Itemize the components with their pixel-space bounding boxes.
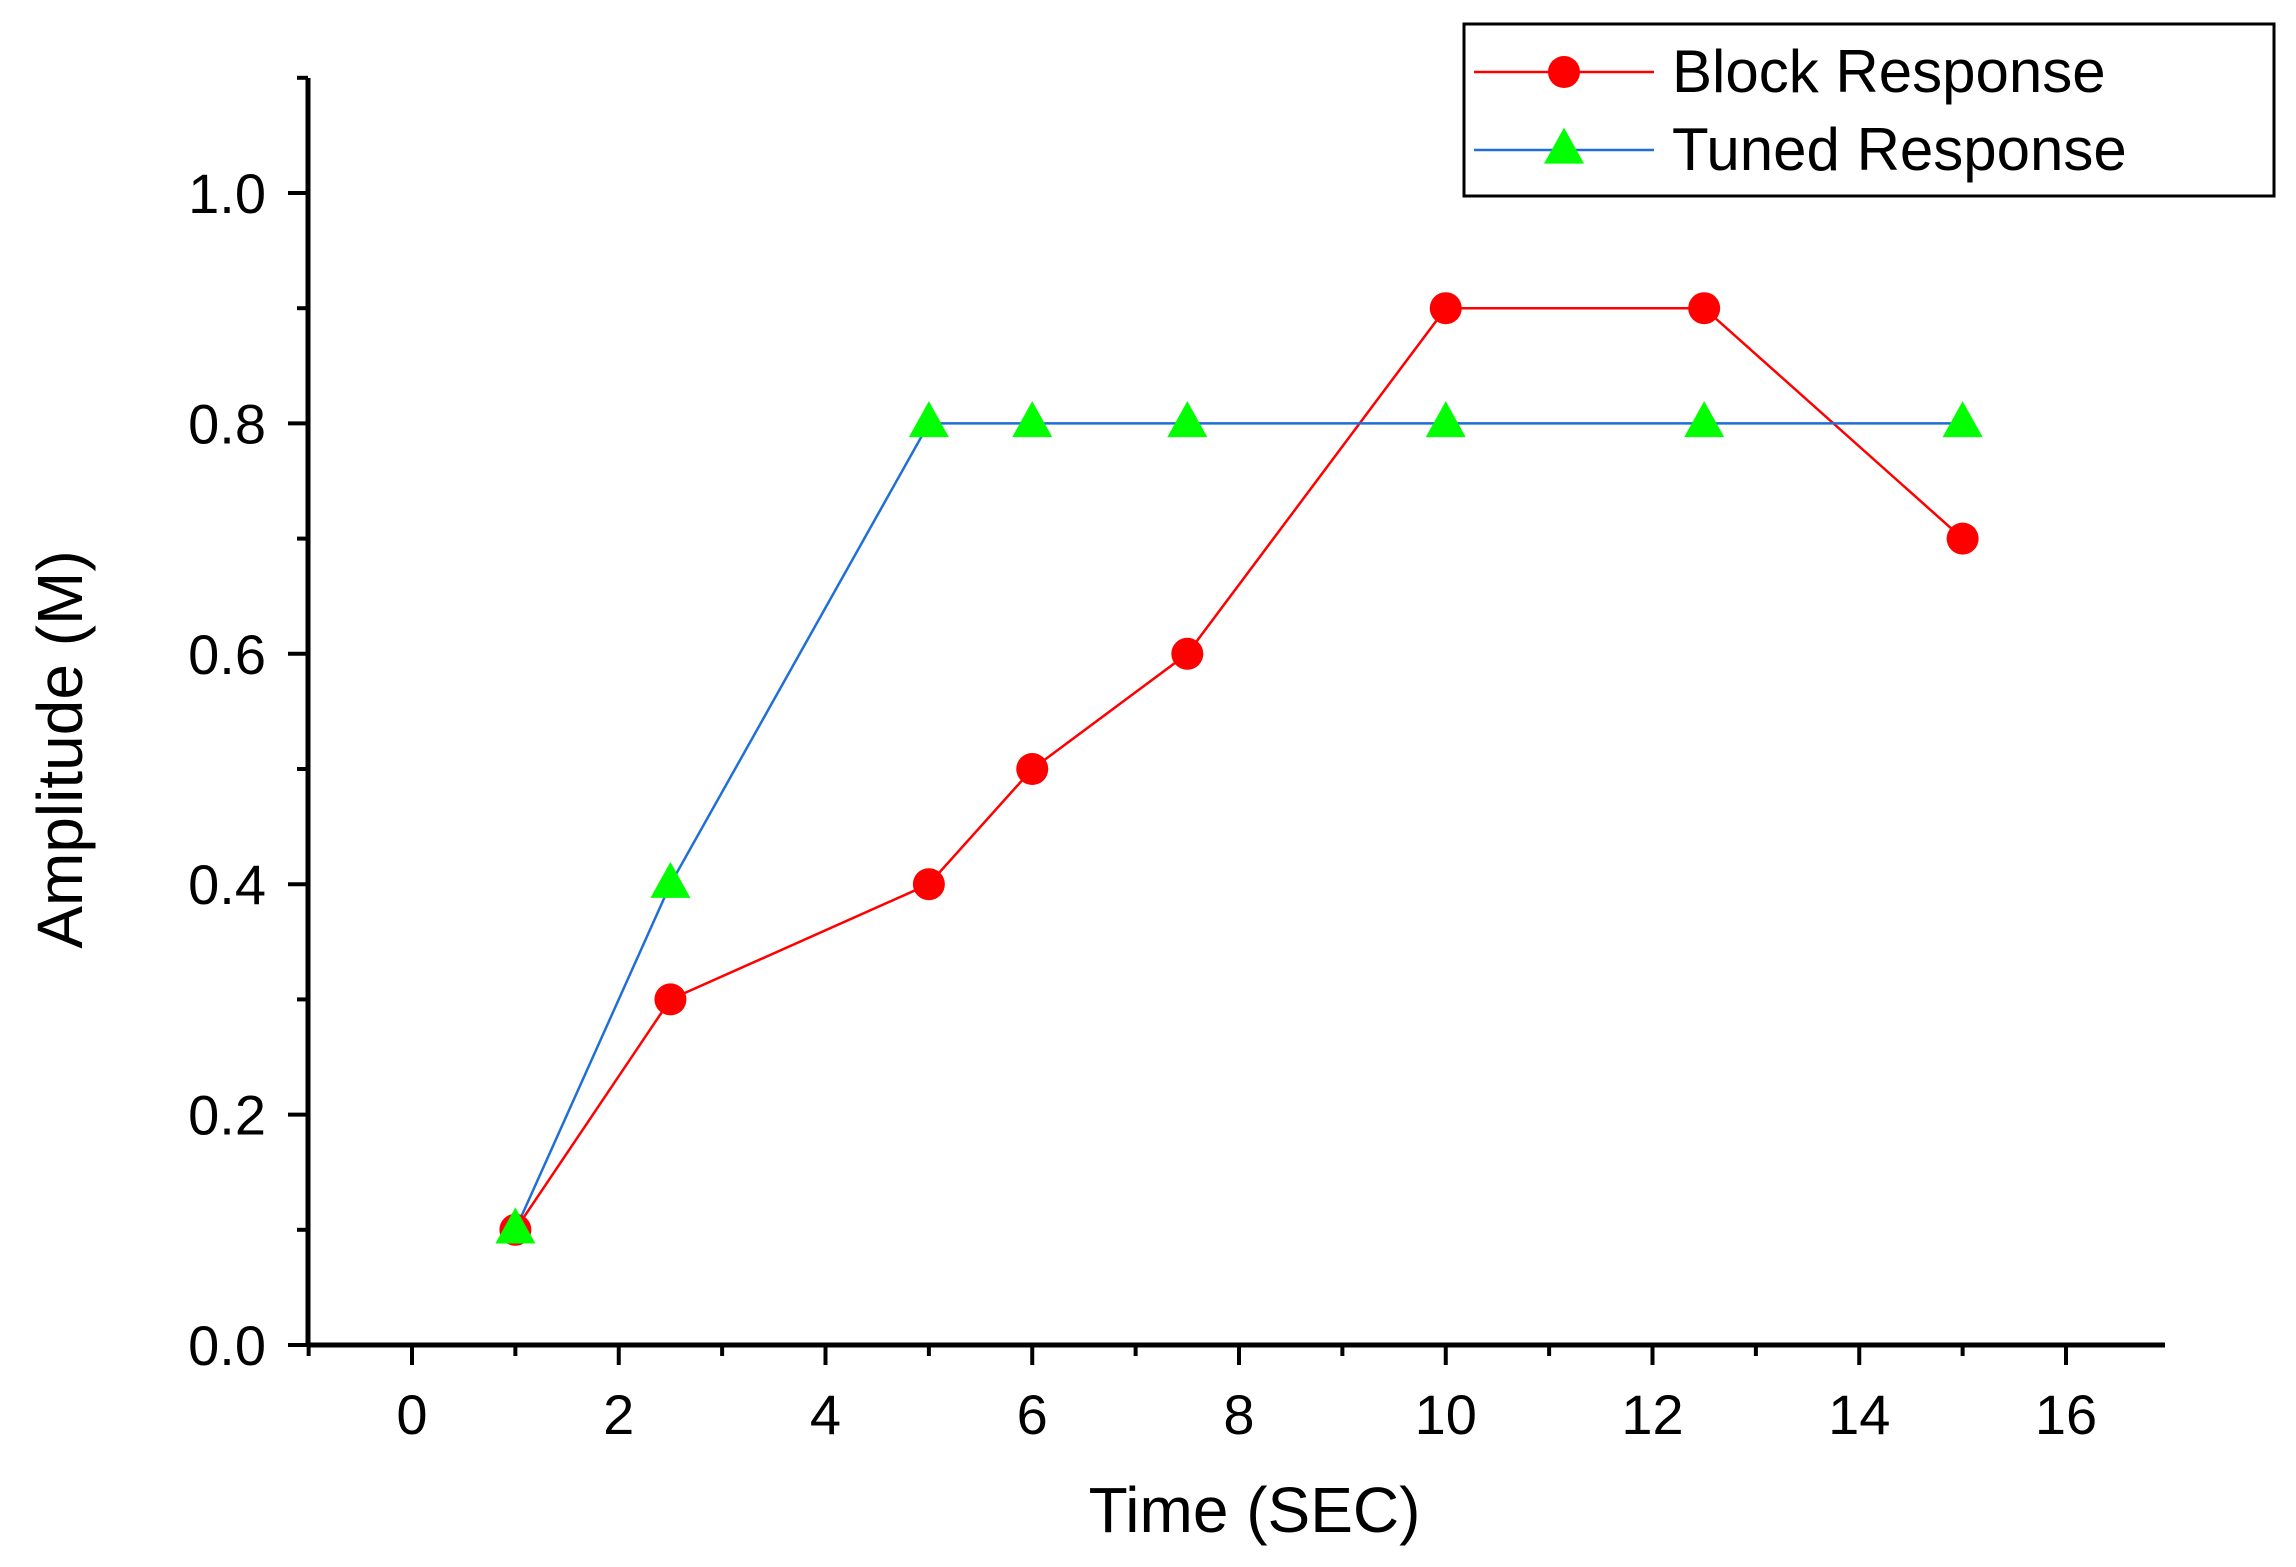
block-response-point bbox=[912, 868, 945, 901]
x-tick-label: 4 bbox=[810, 1383, 841, 1446]
y-tick-label: 0.0 bbox=[188, 1314, 266, 1377]
legend-block-marker bbox=[1548, 56, 1580, 88]
legend-block-label: Block Response bbox=[1672, 38, 2106, 105]
x-tick-label: 10 bbox=[1415, 1383, 1477, 1446]
y-tick-label: 0.6 bbox=[188, 623, 266, 686]
x-tick-label: 0 bbox=[396, 1383, 427, 1446]
y-tick-label: 1.0 bbox=[188, 162, 266, 225]
tuned-response-point bbox=[1167, 401, 1208, 438]
x-tick-label: 6 bbox=[1017, 1383, 1048, 1446]
y-tick-label: 0.2 bbox=[188, 1084, 266, 1147]
block-response-point bbox=[654, 983, 687, 1016]
legend-box bbox=[1462, 22, 2276, 198]
legend: Block Response Tuned Response bbox=[1462, 22, 2276, 198]
block-response-line bbox=[514, 306, 1964, 1231]
x-tick-label: 8 bbox=[1223, 1383, 1254, 1446]
tuned-response-point bbox=[650, 861, 691, 898]
tuned-response-point bbox=[1942, 401, 1983, 438]
tuned-response-line bbox=[514, 422, 1963, 1231]
block-response-point bbox=[1016, 753, 1049, 785]
tuned-response-point bbox=[495, 1207, 536, 1244]
tuned-response-point bbox=[908, 401, 949, 438]
x-tick-label: 2 bbox=[603, 1383, 634, 1446]
series-layer bbox=[495, 292, 1983, 1246]
block-response-point bbox=[1429, 292, 1462, 325]
x-tick-label: 12 bbox=[1621, 1383, 1683, 1446]
x-tick-label: 16 bbox=[2035, 1383, 2097, 1446]
block-response-point bbox=[1688, 292, 1721, 325]
y-tick-label: 0.4 bbox=[188, 853, 266, 916]
axes: 0 2 4 6 8 10 12 14 16 0.0 0.2 0.4 0.6 0.8 1.0 bbox=[188, 75, 2165, 1446]
y-axis-title: Amplitude (M) bbox=[24, 550, 96, 948]
tuned-response-point bbox=[1012, 401, 1053, 438]
y-tick-label: 0.8 bbox=[188, 392, 266, 455]
legend-tuned-marker bbox=[1544, 127, 1584, 164]
x-axis-title: Time (SEC) bbox=[1089, 1474, 1421, 1546]
tuned-response-point bbox=[1425, 401, 1466, 438]
block-response-point bbox=[1946, 522, 1979, 555]
legend-tuned-label: Tuned Response bbox=[1672, 116, 2127, 183]
tuned-response-point bbox=[1684, 401, 1725, 438]
x-tick-label: 14 bbox=[1828, 1383, 1890, 1446]
block-response-point bbox=[1171, 637, 1204, 670]
